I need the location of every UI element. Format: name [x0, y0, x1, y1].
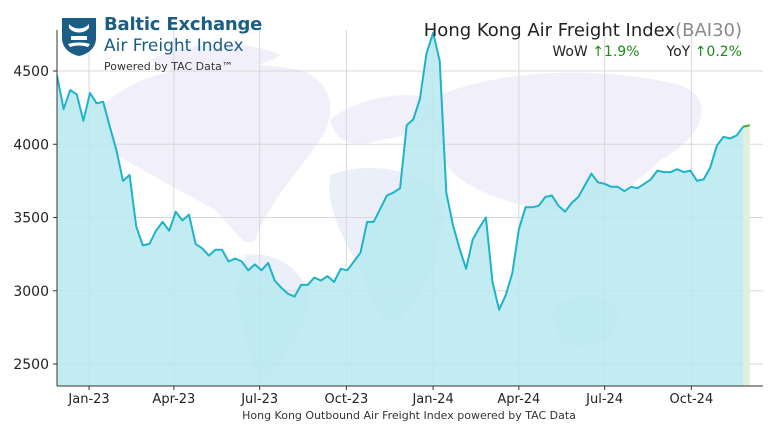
x-tick-label: Apr-23 [152, 392, 195, 407]
chart-title: Hong Kong Air Freight Index(BAI30) [424, 20, 742, 41]
series-line [57, 31, 744, 311]
powered-by-text: Powered by TAC Data™ [104, 60, 233, 73]
y-axis: 2500 3000 3500 4000 4500 [13, 64, 57, 373]
x-tick-label: Oct-23 [325, 392, 369, 407]
y-tick-label: 4000 [13, 137, 49, 153]
x-axis: Jan-23 Apr-23 Jul-23 Oct-23 Jan-24 Apr-24 Jul-… [67, 386, 713, 407]
change-stats: WoW ↑1.9% YoY ↑0.2% [552, 44, 742, 60]
x-tick-label: Oct-24 [670, 392, 714, 407]
baltic-logo: Baltic Exchange Air Freight Index Powere… [60, 14, 280, 80]
yoy-label: YoY [666, 44, 691, 60]
latest-segment [742, 124, 751, 128]
y-tick-label: 3000 [13, 284, 49, 300]
area-fill [57, 32, 744, 386]
x-tick-label: Jul-24 [585, 392, 623, 407]
latest-week-band [743, 125, 750, 386]
chart-title-text: Hong Kong Air Freight Index [423, 20, 676, 41]
x-tick-label: Jan-24 [411, 392, 453, 407]
x-tick-label: Apr-24 [497, 392, 540, 407]
logo-line-2: Air Freight Index [104, 36, 244, 56]
y-tick-label: 4500 [13, 64, 49, 80]
wow-label: WoW [552, 44, 588, 60]
x-tick-label: Jan-23 [67, 392, 109, 407]
x-axis-caption: Hong Kong Outbound Air Freight Index pow… [242, 409, 576, 422]
wow-value: ↑1.9% [592, 44, 640, 60]
baltic-emblem-icon [62, 18, 96, 56]
y-tick-label: 2500 [13, 357, 49, 373]
y-tick-label: 3500 [13, 211, 49, 227]
logo-line-1: Baltic Exchange [104, 14, 263, 35]
x-tick-label: Jul-23 [240, 392, 278, 407]
yoy-value: ↑0.2% [694, 44, 742, 60]
index-code: (BAI30) [675, 20, 742, 41]
